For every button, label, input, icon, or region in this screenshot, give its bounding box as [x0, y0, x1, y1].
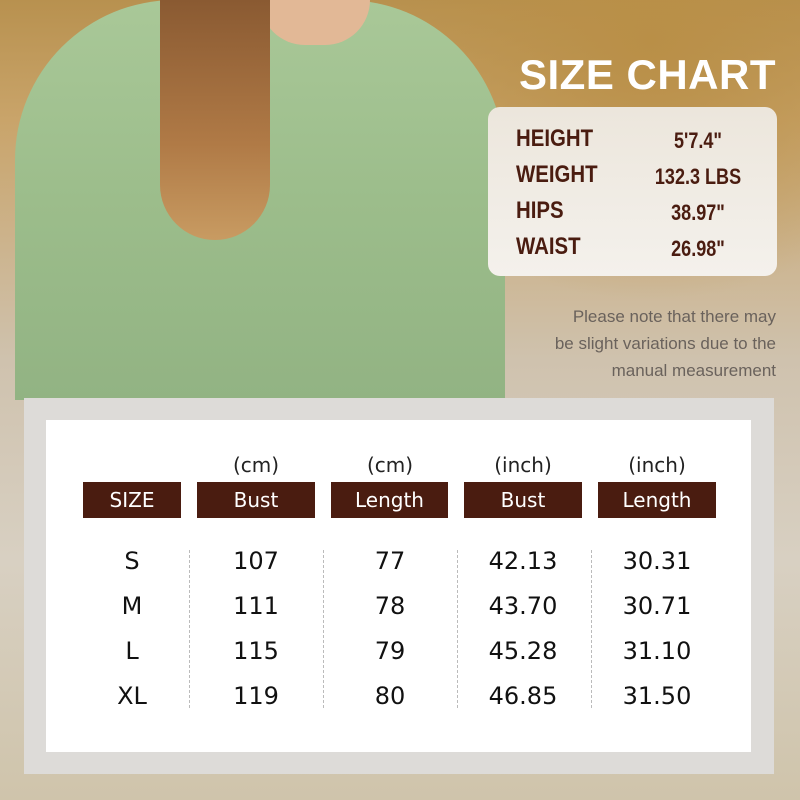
size-table-panel — [46, 420, 751, 752]
column-header: Length — [331, 482, 448, 518]
model-stats-card: HEIGHT 5'7.4" WEIGHT 132.3 LBS HIPS 38.9… — [488, 107, 777, 276]
table-cell: XL — [117, 682, 147, 710]
stat-value: 26.98" — [671, 236, 725, 261]
table-cell: 43.70 — [488, 592, 558, 620]
model-hair — [160, 0, 270, 240]
table-cell: 80 — [374, 682, 406, 710]
column-header: SIZE — [83, 482, 181, 518]
stat-label: WEIGHT — [516, 161, 598, 188]
column-header: Bust — [464, 482, 582, 518]
unit-label: (cm) — [232, 453, 280, 477]
stat-value: 132.3 LBS — [654, 164, 742, 189]
page-title: SIZE CHART — [519, 51, 776, 98]
table-cell: 115 — [233, 637, 279, 665]
column-header: Length — [598, 482, 716, 518]
table-cell: L — [125, 637, 139, 665]
table-cell: 42.13 — [488, 547, 558, 575]
column-divider — [457, 550, 458, 708]
table-cell: 31.10 — [622, 637, 692, 665]
column-divider — [591, 550, 592, 708]
table-cell: 78 — [374, 592, 406, 620]
unit-label: (inch) — [494, 453, 552, 477]
table-cell: M — [121, 592, 143, 620]
table-cell: 77 — [374, 547, 406, 575]
stat-label: HEIGHT — [516, 125, 594, 152]
table-cell: 45.28 — [488, 637, 558, 665]
table-cell: 30.71 — [622, 592, 692, 620]
table-cell: 30.31 — [622, 547, 692, 575]
stat-value: 5'7.4" — [674, 128, 722, 153]
note-line: manual measurement — [611, 361, 776, 380]
column-header: Bust — [197, 482, 315, 518]
unit-label: (inch) — [628, 453, 686, 477]
table-cell: 46.85 — [488, 682, 558, 710]
column-divider — [189, 550, 190, 708]
table-cell: 111 — [233, 592, 279, 620]
measurement-note: Please note that there may be slight var… — [470, 303, 776, 384]
table-cell: 107 — [233, 547, 279, 575]
note-line: Please note that there may — [572, 307, 776, 326]
table-cell: 31.50 — [622, 682, 692, 710]
table-cell: 79 — [374, 637, 406, 665]
table-cell: 119 — [233, 682, 279, 710]
stat-label: HIPS — [516, 197, 564, 224]
note-line: be slight variations due to the — [554, 334, 776, 353]
stat-value: 38.97" — [671, 200, 725, 225]
column-divider — [323, 550, 324, 708]
table-cell: S — [124, 547, 140, 575]
unit-label: (cm) — [366, 453, 414, 477]
stat-label: WAIST — [516, 233, 581, 260]
